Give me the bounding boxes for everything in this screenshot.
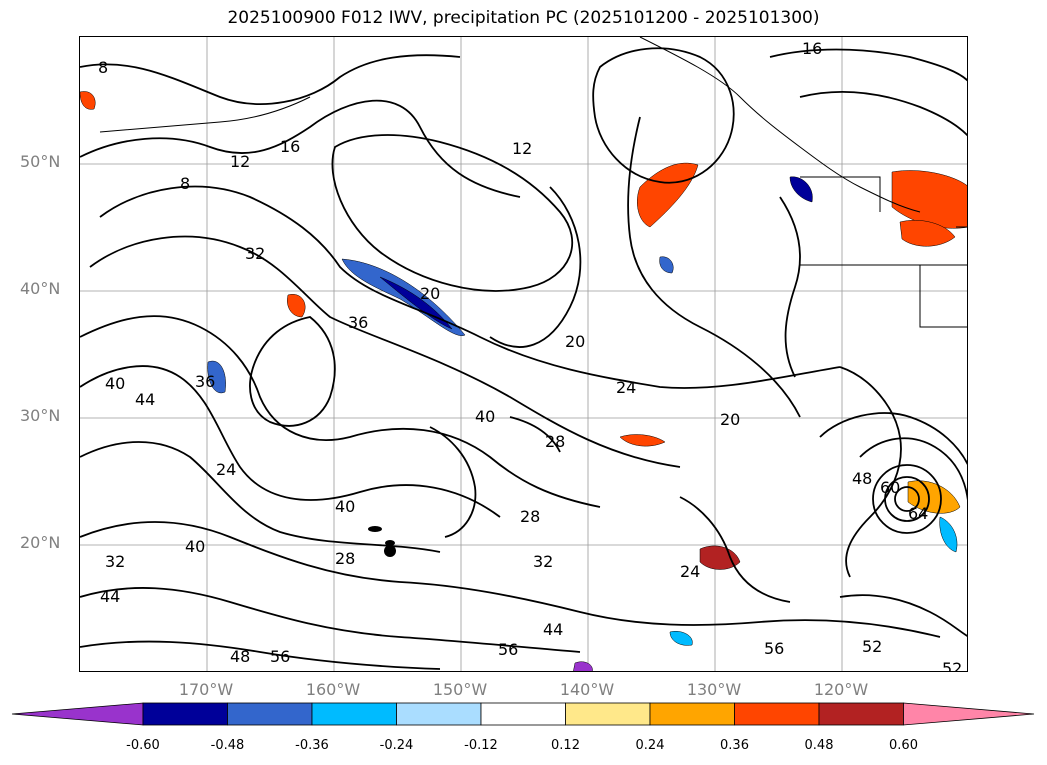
precip-patch-orange-fl [287,294,306,318]
contour-label: 52 [942,659,962,672]
contour-label: 52 [862,637,882,656]
lon-label-170w: 170°W [178,680,234,699]
state-borders [800,176,967,328]
contour-label: 44 [543,620,563,639]
contour-label: 60 [880,478,900,497]
coastline [99,37,921,213]
colorbar-tick-label: -0.60 [126,738,160,753]
contour-label: 44 [135,390,155,409]
colorbar-arrow-left [11,702,144,726]
contour-label: 28 [335,549,355,568]
precip-patch-orange-hurricane [907,480,961,514]
colorbar-tick-label: -0.36 [295,738,329,753]
precip-patch-orange-central [619,434,666,447]
gridlines [80,37,967,671]
colorbar-segment [396,702,482,726]
contour-label: 64 [908,504,928,523]
colorbar-segment [649,702,735,726]
contour-label: 24 [680,562,700,581]
iwv-contours [80,47,967,670]
map-title: 2025100900 F012 IWV, precipitation PC (2… [227,8,820,28]
contour-label: 20 [720,410,740,429]
colorbar [11,702,1035,726]
contour-label: 40 [475,407,495,426]
colorbar-tick-label: -0.48 [210,738,245,753]
contour-label: 48 [852,469,872,488]
contour-label: 12 [512,139,532,158]
colorbar-segment [142,702,228,726]
colorbar-tick-label: 0.24 [635,738,665,753]
contour-label: 56 [498,640,518,659]
precip-patch-blue-band-core [379,276,453,330]
contour-label: 8 [98,58,108,77]
colorbar-segment [818,702,904,726]
colorbar-segment [227,702,313,726]
contour-label: 32 [245,244,265,263]
colorbar-tick-label: 0.12 [551,738,580,753]
lat-label-30n: 30°N [20,406,61,425]
contour-labels: 8 8 12 12 16 16 20 20 20 24 24 24 28 28 … [98,39,962,672]
map-plot-area: 8 8 12 12 16 16 20 20 20 24 24 24 28 28 … [79,36,968,672]
contour-label: 56 [764,639,784,658]
lon-label-120w: 120°W [813,680,869,699]
colorbar-arrow-right [903,702,1035,726]
colorbar-segment [311,702,397,726]
colorbar-segment [480,702,566,726]
lon-label-140w: 140°W [559,680,615,699]
precip-patch-orange-ne [891,170,967,229]
contour-label: 8 [180,174,190,193]
lon-label-130w: 130°W [686,680,742,699]
contour-label: 36 [195,372,215,391]
hawaii-islands [368,526,396,557]
contour-label: 20 [565,332,585,351]
contour-label: 40 [335,497,355,516]
contour-label: 28 [545,432,565,451]
contour-label: 24 [616,378,636,397]
colorbar-tick-label: 0.60 [889,738,918,753]
colorbar-tick-label: -0.12 [464,738,498,753]
colorbar-segment [565,702,651,726]
contour-label: 24 [216,460,236,479]
contour-label: 36 [348,313,368,332]
contour-label: 44 [100,587,120,606]
precip-patch-blue-west [207,360,226,394]
contour-label: 28 [520,507,540,526]
colorbar-tick-label: 0.36 [720,738,749,753]
contour-label: 48 [230,647,250,666]
contour-label: 56 [270,647,290,666]
precip-patch-orange-west [80,91,96,110]
precip-patch-purple-s [573,661,593,671]
lat-label-40n: 40°N [20,279,61,298]
lat-label-50n: 50°N [20,152,61,171]
contour-label: 12 [230,152,250,171]
contour-label: 40 [105,374,125,393]
precip-patch-orange-nw [637,162,699,228]
lon-label-150w: 150°W [432,680,488,699]
precip-patch-orange-ne2 [899,220,956,247]
colorbar-tick-label: -0.24 [379,738,414,753]
contour-label: 32 [105,552,125,571]
precip-patch-blue-small [659,256,674,274]
colorbar-segment [734,702,820,726]
precip-patch-blue-hurricane [939,516,958,553]
precip-patch-red-central [699,545,741,570]
lat-label-20n: 20°N [20,533,61,552]
contour-label: 32 [533,552,553,571]
contour-label: 20 [420,284,440,303]
map-canvas: 8 8 12 12 16 16 20 20 20 24 24 24 28 28 … [80,37,967,672]
precip-patch-blue-s [669,631,693,646]
contour-label: 16 [280,137,300,156]
colorbar-tick-label: 0.48 [804,738,834,753]
contour-label: 40 [185,537,205,556]
contour-label: 16 [802,39,822,58]
lon-label-160w: 160°W [305,680,361,699]
precip-patch-blue-ak [789,176,813,203]
